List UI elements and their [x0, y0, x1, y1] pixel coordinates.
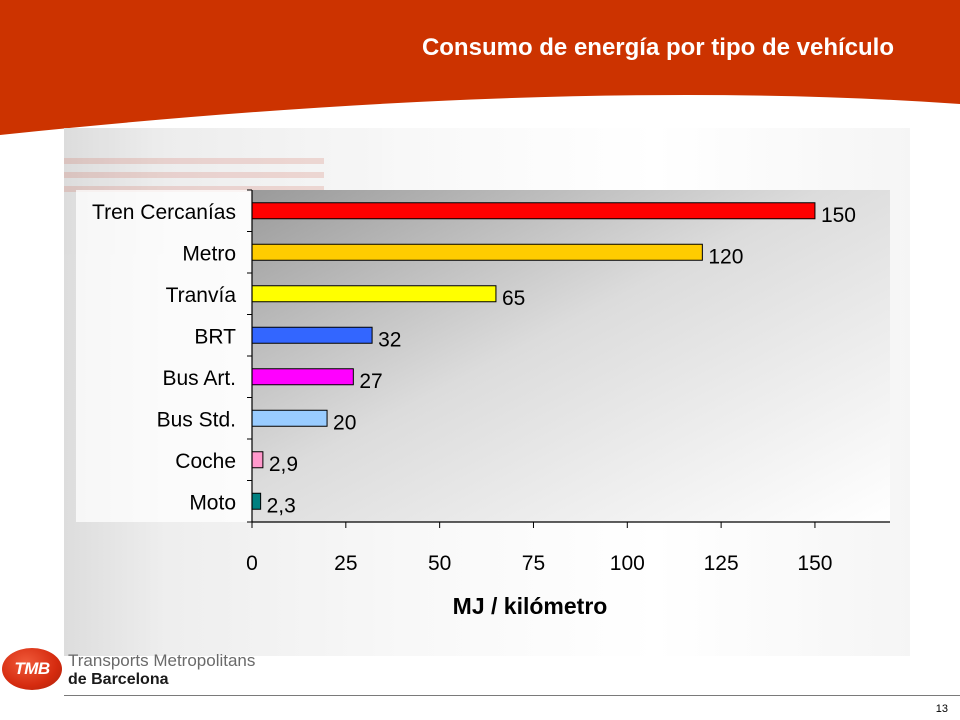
brand-name-line2: de Barcelona: [68, 671, 169, 688]
x-tick-label: 50: [428, 552, 451, 575]
page-number: 13: [935, 703, 948, 715]
category-label: Metro: [182, 242, 236, 265]
plot-area: [252, 190, 890, 522]
data-label: 150: [821, 204, 856, 227]
bar: [251, 285, 497, 303]
bar: [251, 243, 703, 261]
tmb-logo: TMB: [2, 648, 62, 690]
category-label: Bus Art.: [162, 367, 236, 390]
bar: [251, 492, 262, 510]
footer-divider: [64, 695, 960, 696]
data-label: 65: [502, 287, 525, 310]
data-label: 2,3: [267, 494, 296, 517]
category-label: Bus Std.: [157, 408, 236, 431]
bar: [251, 202, 816, 220]
category-label: BRT: [194, 325, 236, 348]
brand-logo: TMB Transports Metropolitans de Barcelon…: [2, 646, 302, 694]
x-tick-label: 25: [334, 552, 357, 575]
header-band: [0, 0, 960, 135]
brand-name-line1: Transports Metropolitans: [68, 651, 256, 670]
category-label: Tranvía: [166, 284, 237, 307]
category-label: Moto: [189, 491, 236, 514]
x-tick-label: 125: [704, 552, 739, 575]
x-tick-label: 0: [246, 552, 258, 575]
data-label: 32: [378, 328, 401, 351]
bar-chart: Tren Cercanías 150 Metro 120 Tranvía 65 BRT 32 B…: [92, 189, 890, 619]
x-tick-label: 150: [797, 552, 832, 575]
page-title: Consumo de energía por tipo de vehículo: [421, 34, 894, 61]
data-label: 120: [708, 245, 743, 268]
bar: [251, 451, 264, 469]
data-label: 27: [359, 370, 382, 393]
bar: [251, 368, 354, 386]
x-tick-label: 75: [522, 552, 545, 575]
category-label: Tren Cercanías: [92, 201, 236, 224]
data-label: 2,9: [269, 453, 298, 476]
bar: [251, 409, 328, 427]
category-label: Coche: [175, 450, 236, 473]
data-label: 20: [333, 411, 356, 434]
x-axis-title: MJ / kilómetro: [453, 593, 608, 619]
x-tick-label: 100: [610, 552, 645, 575]
bar: [251, 326, 373, 344]
